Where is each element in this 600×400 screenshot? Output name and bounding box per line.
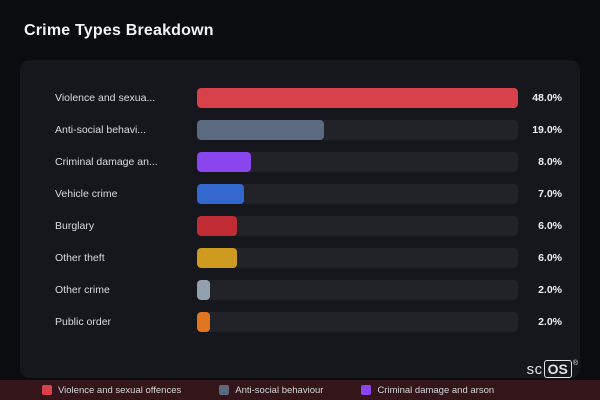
bar[interactable] bbox=[197, 88, 518, 108]
bar[interactable] bbox=[197, 184, 244, 204]
bar-track bbox=[197, 88, 518, 108]
bar-label: Vehicle crime bbox=[55, 188, 118, 200]
legend-label: Violence and sexual offences bbox=[58, 384, 182, 396]
bar-track bbox=[197, 216, 518, 236]
bar-track bbox=[197, 312, 518, 332]
bar-label: Public order bbox=[55, 316, 112, 328]
bar-row: Criminal damage an... 8.0% bbox=[20, 152, 580, 172]
bar-track bbox=[197, 248, 518, 268]
bar[interactable] bbox=[197, 280, 211, 300]
legend-item[interactable]: Violence and sexual offences bbox=[42, 385, 181, 396]
bar[interactable] bbox=[197, 312, 211, 332]
bar-label: Burglary bbox=[55, 220, 95, 232]
chart-card: Violence and sexua... 48.0% Anti-social … bbox=[20, 60, 580, 378]
bar-label: Other crime bbox=[55, 284, 110, 296]
legend-item[interactable]: Criminal damage and arson bbox=[361, 385, 494, 396]
bar-row: Anti-social behavi... 19.0% bbox=[20, 120, 580, 140]
legend-swatch-icon bbox=[219, 385, 230, 395]
legend-label: Anti-social behaviour bbox=[235, 384, 324, 396]
bar-value: 6.0% bbox=[538, 220, 562, 232]
bar-value: 7.0% bbox=[538, 188, 562, 200]
legend-swatch-icon bbox=[42, 385, 52, 395]
bar-value: 6.0% bbox=[538, 252, 562, 264]
bar-row: Public order 2.0% bbox=[20, 312, 580, 332]
scos-logo: sc OS ® bbox=[527, 360, 578, 378]
bar-track bbox=[197, 280, 518, 300]
bar-label: Other theft bbox=[55, 252, 105, 264]
bar-row: Violence and sexua... 48.0% bbox=[20, 88, 580, 108]
bar-chart: Violence and sexua... 48.0% Anti-social … bbox=[20, 88, 580, 344]
bar-track bbox=[197, 152, 518, 172]
bar[interactable] bbox=[197, 216, 238, 236]
scos-logo-boxed: OS bbox=[543, 360, 572, 378]
bar-label: Violence and sexua... bbox=[55, 92, 156, 104]
bar[interactable] bbox=[197, 248, 238, 268]
bar[interactable] bbox=[197, 152, 251, 172]
bar-value: 8.0% bbox=[538, 156, 562, 168]
bar-label: Criminal damage an... bbox=[55, 156, 158, 168]
bar-value: 2.0% bbox=[538, 284, 562, 296]
legend-swatch-icon bbox=[361, 385, 372, 395]
bar-track bbox=[197, 184, 518, 204]
legend: Violence and sexual offences Anti-social… bbox=[0, 380, 600, 400]
bar-row: Burglary 6.0% bbox=[20, 216, 580, 236]
bar[interactable] bbox=[197, 120, 325, 140]
bar-label: Anti-social behavi... bbox=[55, 124, 147, 136]
bar-value: 48.0% bbox=[532, 92, 562, 104]
bar-row: Other crime 2.0% bbox=[20, 280, 580, 300]
legend-label: Criminal damage and arson bbox=[377, 384, 495, 396]
bar-row: Other theft 6.0% bbox=[20, 248, 580, 268]
bar-track bbox=[197, 120, 518, 140]
scos-logo-prefix: sc bbox=[526, 360, 543, 378]
legend-item[interactable]: Anti-social behaviour bbox=[219, 385, 323, 396]
page-title: Crime Types Breakdown bbox=[24, 22, 214, 39]
registered-mark-icon: ® bbox=[572, 360, 578, 367]
bar-row: Vehicle crime 7.0% bbox=[20, 184, 580, 204]
bar-value: 19.0% bbox=[532, 124, 562, 136]
bar-value: 2.0% bbox=[538, 316, 562, 328]
